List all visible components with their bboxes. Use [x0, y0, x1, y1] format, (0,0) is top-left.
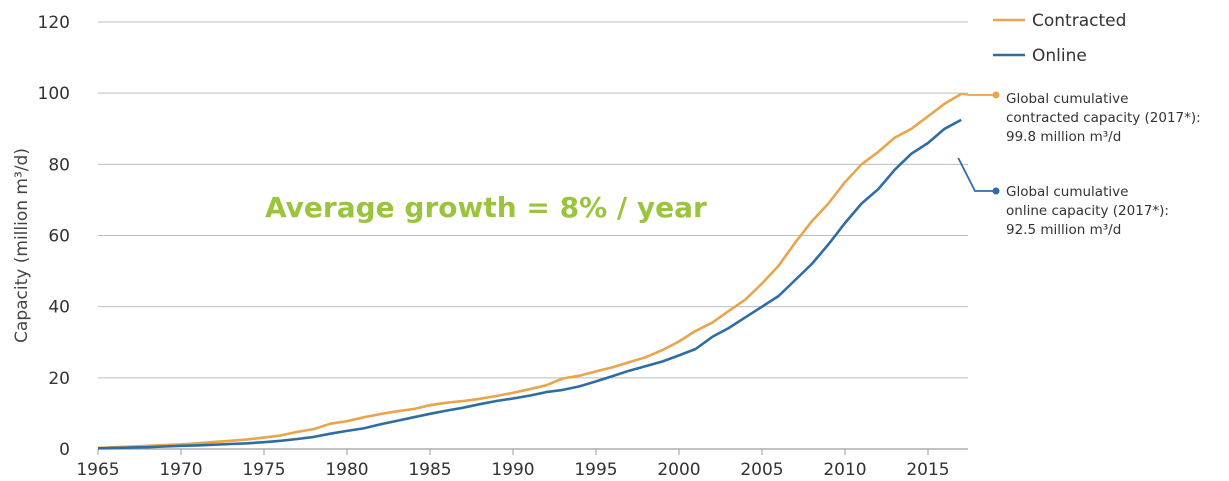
legend-label-online: Online: [1032, 46, 1087, 66]
y-tick-label: 100: [38, 84, 70, 104]
x-tick-label: 1975: [242, 460, 285, 480]
x-tick-label: 2015: [906, 460, 949, 480]
x-tick-label: 1980: [325, 460, 368, 480]
annotation-marker-online: [992, 187, 1000, 195]
y-axis-label: Capacity (million m³/d): [12, 148, 32, 343]
average-growth-callout: Average growth = 8% / year: [265, 191, 707, 224]
gridlines: [98, 21, 968, 379]
y-tick-label: 40: [48, 298, 70, 318]
y-tick-label: 120: [38, 13, 70, 33]
y-tick-labels: 0 20 40 60 80 100 120: [38, 13, 70, 460]
annotation-text-line: 92.5 million m³/d: [1006, 222, 1121, 238]
x-tick-label: 1985: [408, 460, 451, 480]
annotation-connector-online: [957, 157, 996, 192]
annotation-marker-contracted: [992, 91, 1000, 99]
y-tick-label: 60: [48, 227, 70, 247]
legend: Contracted Online: [993, 11, 1126, 66]
x-tick-label: 1970: [159, 460, 202, 480]
annotation-text-line: Global cumulative: [1006, 184, 1128, 200]
annotation-text-line: online capacity (2017*):: [1006, 203, 1169, 219]
legend-label-contracted: Contracted: [1032, 11, 1126, 31]
x-tick-label: 2010: [823, 460, 866, 480]
annotation-text-line: contracted capacity (2017*):: [1006, 110, 1201, 126]
y-tick-label: 80: [48, 155, 70, 175]
series-line-contracted: [97, 92, 962, 450]
y-tick-label: 20: [48, 369, 70, 389]
x-tick-label: 2000: [657, 460, 700, 480]
annotation-text-line: 99.8 million m³/d: [1006, 129, 1121, 145]
y-tick-label: 0: [59, 440, 70, 460]
annotation-text-line: Global cumulative: [1006, 91, 1128, 107]
series-lines: [97, 92, 962, 450]
x-tick-labels: 1965 1970 1975 1980 1985 1990 1995 2000 2005 2010…: [76, 460, 949, 480]
end-value-annotations: Global cumulative contracted capacity (20…: [957, 91, 1201, 238]
x-tick-label: 1995: [574, 460, 617, 480]
series-line-online: [97, 118, 962, 450]
annotation-connector-contracted: [961, 92, 996, 96]
axes: [97, 448, 968, 455]
x-tick-label: 1965: [76, 460, 119, 480]
x-tick-label: 1990: [491, 460, 534, 480]
x-tick-label: 2005: [740, 460, 783, 480]
